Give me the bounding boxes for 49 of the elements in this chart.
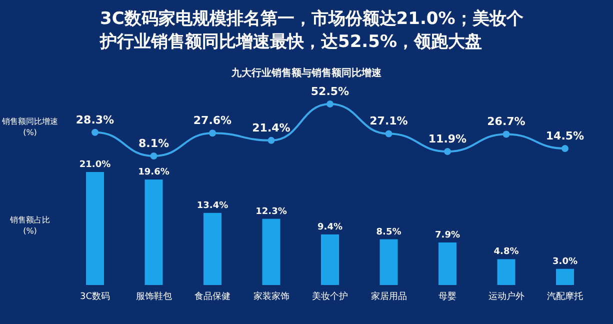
- x-tick-label: 运动户外: [488, 291, 524, 302]
- point: [502, 130, 510, 138]
- data-label: 19.6%: [138, 168, 170, 178]
- bar: [86, 172, 104, 285]
- point: [209, 130, 216, 137]
- bar: [144, 180, 163, 285]
- bar: [438, 242, 456, 285]
- data-label: 9.4%: [318, 222, 342, 232]
- x-tick-label: 服饰鞋包: [136, 291, 172, 302]
- bar: [380, 239, 398, 285]
- data-label: 52.5%: [310, 85, 350, 98]
- bar: [321, 234, 339, 285]
- data-label: 8.5%: [376, 227, 402, 238]
- data-label: 14.5%: [546, 130, 584, 143]
- point: [444, 148, 451, 156]
- bar: [497, 259, 516, 285]
- point: [268, 136, 275, 144]
- data-label: 27.6%: [193, 114, 232, 128]
- point: [385, 130, 392, 138]
- x-tick-label: 食品保健: [194, 291, 230, 302]
- chart-subtitle: 九大行业销售额与销售额同比增速: [230, 67, 382, 79]
- point: [92, 128, 98, 136]
- data-label: 11.9%: [428, 132, 467, 146]
- data-label: 21.4%: [252, 121, 290, 134]
- point: [150, 152, 158, 160]
- x-tick-label: 美妆个护: [312, 291, 348, 302]
- x-tick-label: 母婴: [438, 291, 456, 302]
- data-label: 26.7%: [487, 115, 526, 128]
- x-tick-label: 家居用品: [370, 291, 407, 302]
- data-label: 4.8%: [494, 247, 519, 258]
- x-tick-label: 汽配摩托: [547, 291, 583, 302]
- y-axis-title: 销售额占比(%): [9, 216, 50, 236]
- point: [326, 100, 334, 108]
- data-label: 21.0%: [79, 160, 111, 170]
- bar: [204, 212, 222, 285]
- data-label: 13.4%: [196, 200, 228, 211]
- bar: [556, 268, 574, 285]
- data-label: 12.3%: [256, 206, 287, 217]
- y-axis-title: 销售额同比增速(%): [1, 117, 58, 137]
- data-label: 8.1%: [138, 137, 170, 150]
- data-label: 7.9%: [435, 230, 460, 240]
- x-tick-label: 3C数码: [80, 291, 110, 302]
- data-label: 27.1%: [370, 114, 408, 128]
- data-label: 3.0%: [552, 256, 578, 267]
- data-label: 28.3%: [76, 113, 114, 126]
- point: [562, 145, 568, 152]
- chart-title: 3C数码家电规模排名第一，市场份额达21.0%；美妆个护行业销售额同比增速最快，达52.5%，领跑大盘: [99, 9, 524, 52]
- bar: [262, 218, 280, 285]
- x-tick-label: 家装家饰: [253, 291, 290, 302]
